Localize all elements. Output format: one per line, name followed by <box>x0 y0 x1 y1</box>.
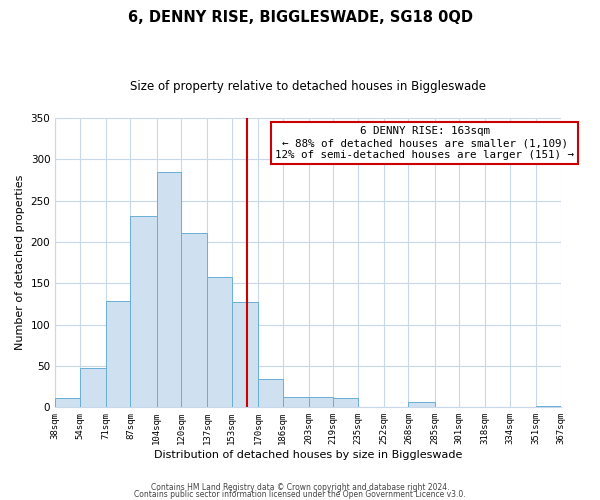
Text: Contains HM Land Registry data © Crown copyright and database right 2024.: Contains HM Land Registry data © Crown c… <box>151 484 449 492</box>
Bar <box>207 278 232 407</box>
Bar <box>232 302 258 408</box>
Text: Contains public sector information licensed under the Open Government Licence v3: Contains public sector information licen… <box>134 490 466 499</box>
Y-axis label: Number of detached properties: Number of detached properties <box>15 175 25 350</box>
Text: 6, DENNY RISE, BIGGLESWADE, SG18 0QD: 6, DENNY RISE, BIGGLESWADE, SG18 0QD <box>128 10 473 25</box>
Bar <box>308 398 333 407</box>
Bar <box>283 396 308 407</box>
Bar <box>409 402 434 407</box>
Bar <box>258 379 283 408</box>
Bar <box>536 406 560 407</box>
Bar <box>130 216 157 408</box>
Bar <box>80 368 106 408</box>
Bar <box>333 398 358 407</box>
Bar <box>55 398 80 407</box>
Title: Size of property relative to detached houses in Biggleswade: Size of property relative to detached ho… <box>130 80 486 93</box>
Bar <box>106 302 130 408</box>
X-axis label: Distribution of detached houses by size in Biggleswade: Distribution of detached houses by size … <box>154 450 462 460</box>
Bar <box>181 233 207 408</box>
Text: 6 DENNY RISE: 163sqm
← 88% of detached houses are smaller (1,109)
12% of semi-de: 6 DENNY RISE: 163sqm ← 88% of detached h… <box>275 126 574 160</box>
Bar <box>157 172 181 408</box>
